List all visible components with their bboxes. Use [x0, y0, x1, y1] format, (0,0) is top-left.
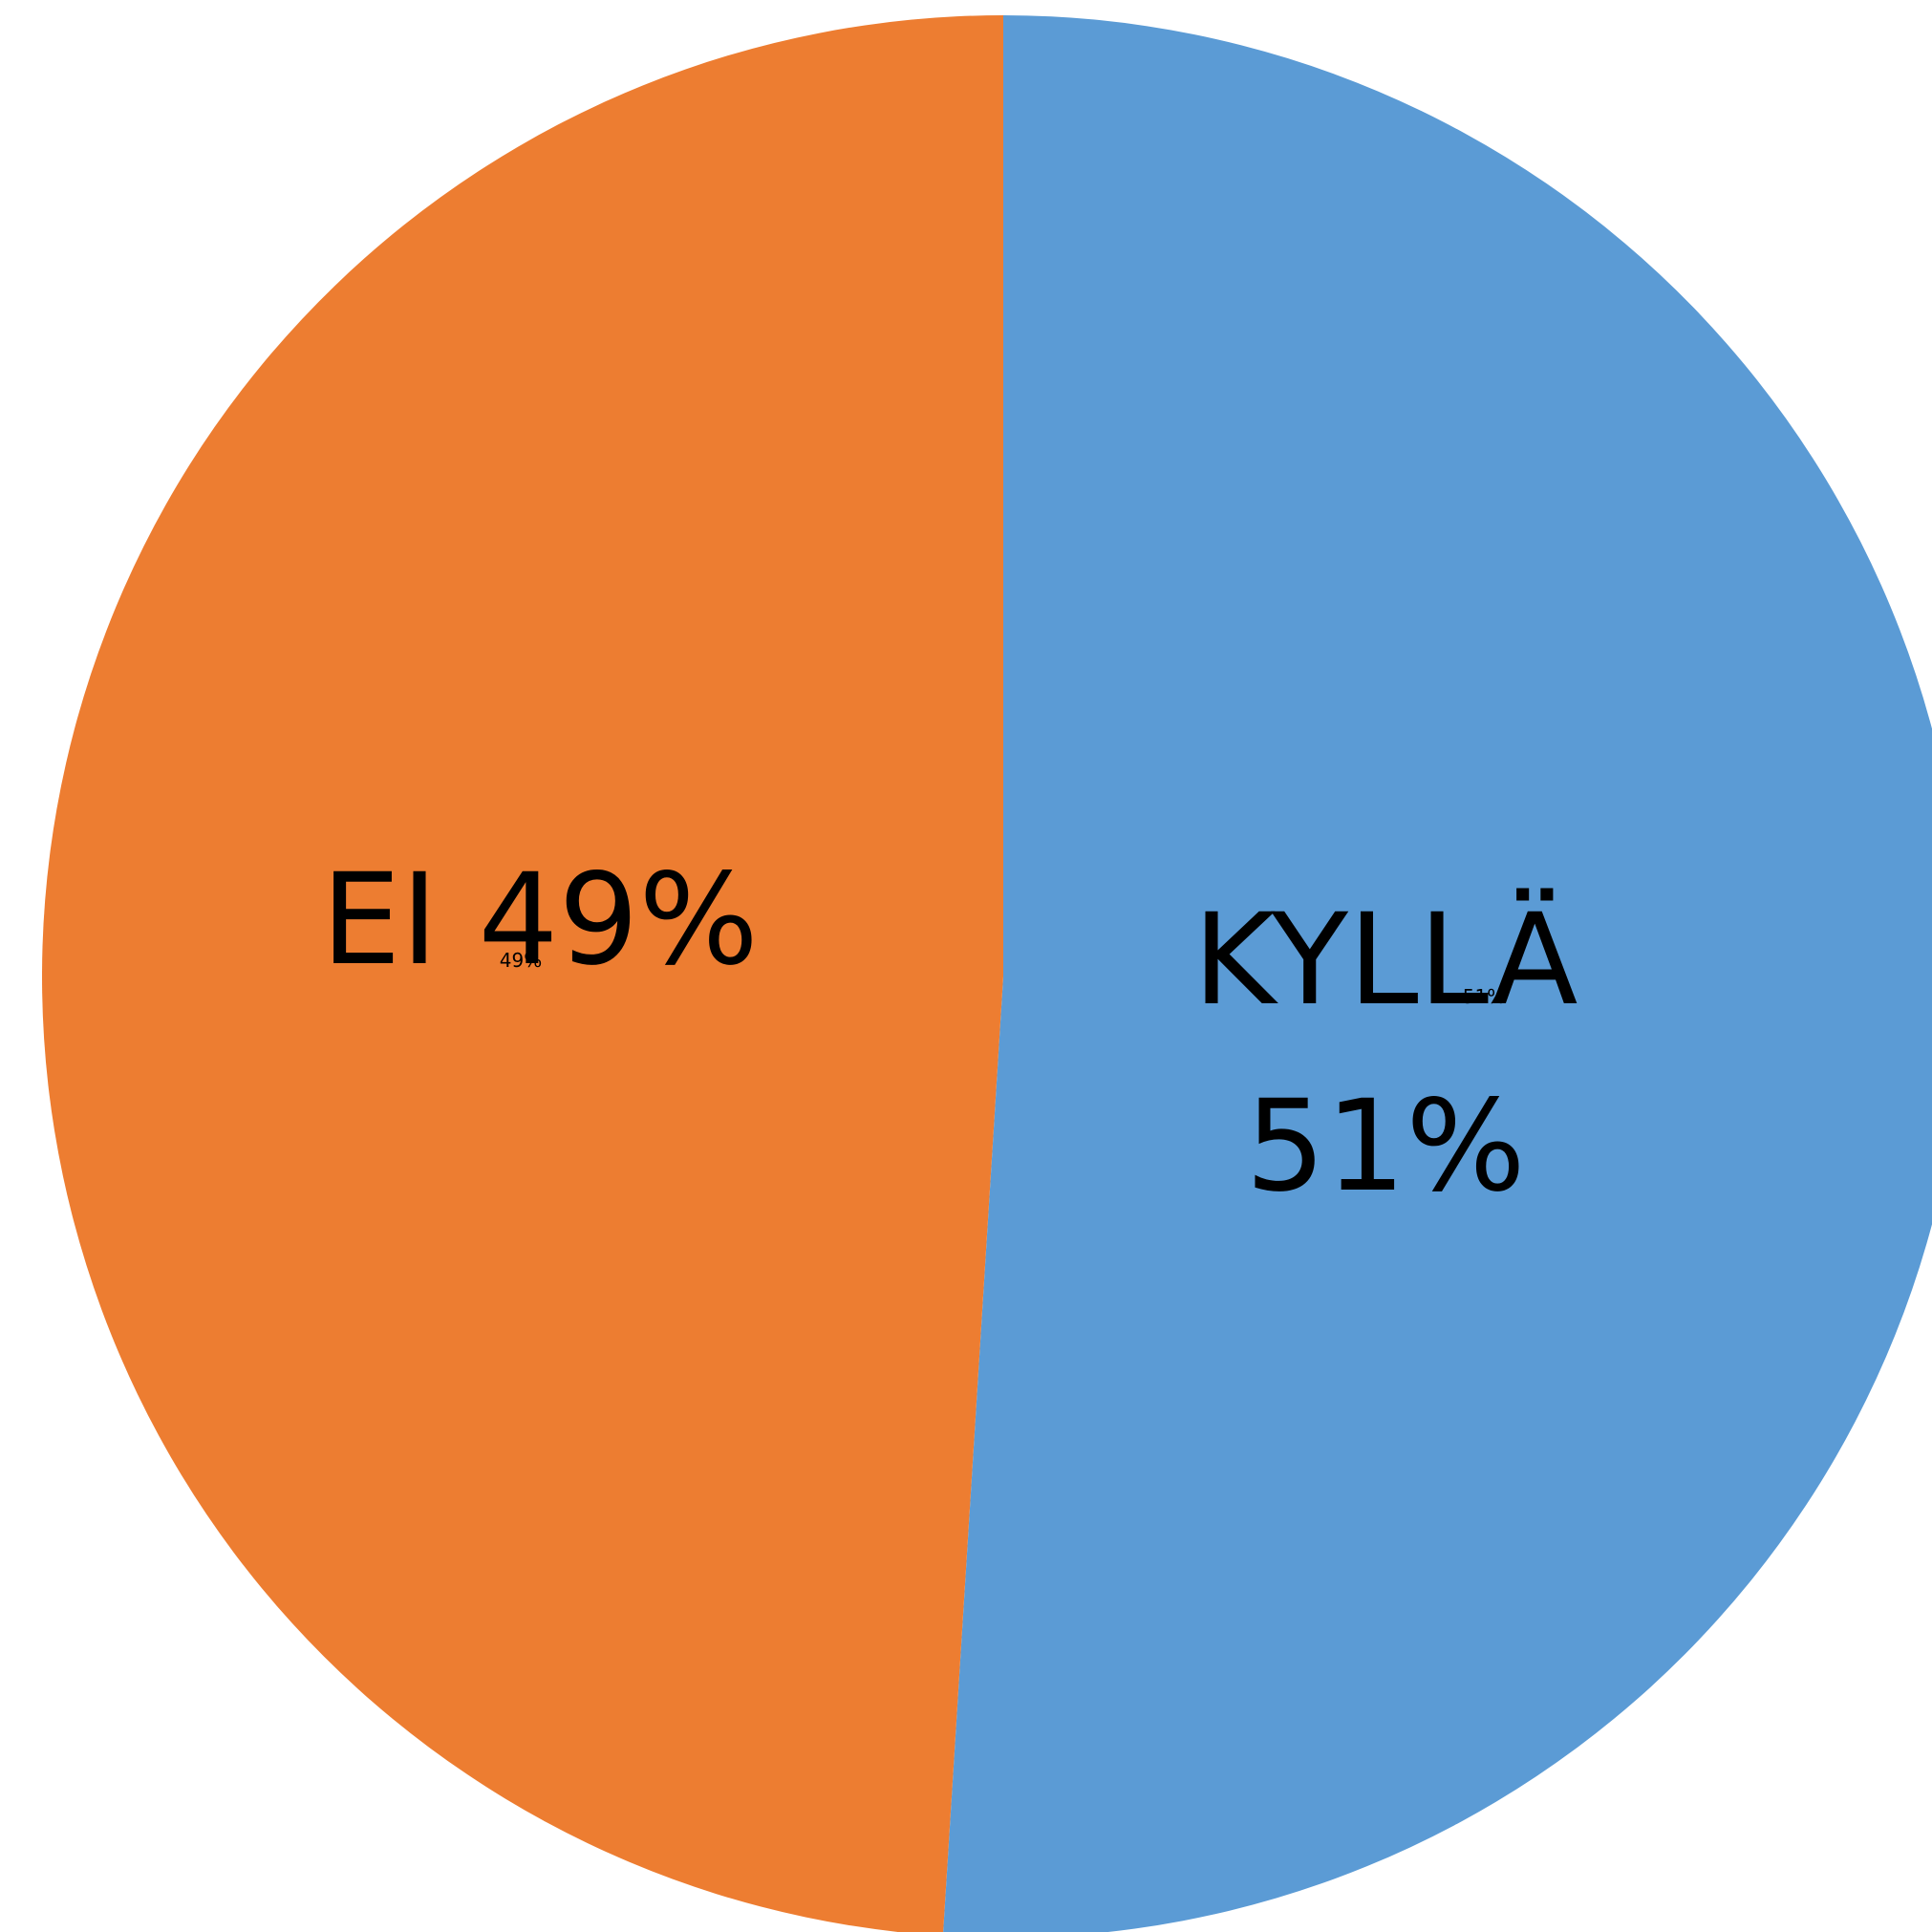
slice-label-ei-text: EI	[321, 847, 438, 994]
slice-label-ei-name: EI 49%	[321, 847, 759, 994]
pie-slice-kyll-	[943, 15, 1932, 1932]
pie-slices	[42, 15, 1932, 1932]
slice-label-ei-percent: 49%	[478, 847, 758, 994]
slice-label-kylla-percent: 51%	[1245, 1073, 1525, 1220]
slice-small-label-kylla: 51%	[1463, 985, 1505, 1008]
pie-slice-ei	[42, 15, 1003, 1932]
slice-label-kylla-name: KYLLÄ	[1193, 887, 1578, 1034]
slice-small-label-ei: 49%	[500, 949, 542, 972]
